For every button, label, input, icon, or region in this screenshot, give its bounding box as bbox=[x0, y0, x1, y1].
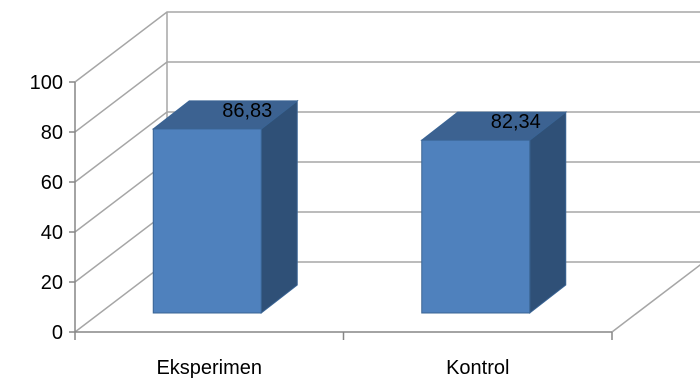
axes bbox=[69, 81, 613, 340]
category-labels: Eksperimen Kontrol bbox=[156, 357, 509, 379]
floor-edge bbox=[611, 264, 700, 333]
data-labels: 86,83 82,34 bbox=[222, 100, 541, 133]
y-tick-label: 40 bbox=[41, 222, 63, 244]
bar-side bbox=[529, 111, 567, 315]
y-tick-label: 80 bbox=[41, 122, 63, 144]
y-tick-label: 60 bbox=[41, 172, 63, 194]
y-tick-label: 20 bbox=[41, 272, 63, 294]
bar bbox=[420, 111, 568, 315]
bar-front bbox=[152, 128, 262, 314]
data-label: 86,83 bbox=[222, 100, 272, 122]
bar-front bbox=[421, 139, 531, 314]
category-label: Kontrol bbox=[446, 357, 509, 379]
y-tick-label: 100 bbox=[30, 72, 63, 94]
y-tick-label: 0 bbox=[52, 322, 63, 344]
category-label: Eksperimen bbox=[156, 357, 262, 379]
bars bbox=[151, 99, 568, 315]
bar-side bbox=[260, 99, 298, 315]
gridline bbox=[74, 11, 700, 83]
bar bbox=[151, 99, 299, 315]
data-label: 82,34 bbox=[491, 111, 541, 133]
y-tick-labels: 0 20 40 60 80 100 bbox=[30, 72, 63, 344]
